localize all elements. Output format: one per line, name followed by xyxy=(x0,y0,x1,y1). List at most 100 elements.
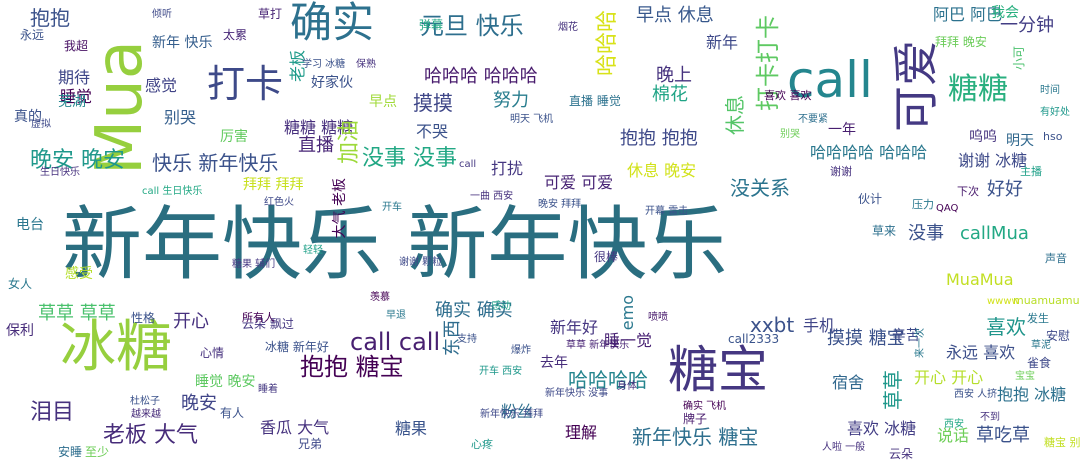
cloud-word: 说话 xyxy=(937,426,970,445)
cloud-word: 下次 xyxy=(957,185,979,198)
cloud-word: 晚上 xyxy=(656,65,692,86)
cloud-word: 身体 xyxy=(617,381,637,392)
cloud-word: 老板 大气 xyxy=(103,423,198,448)
cloud-word: 睡着 xyxy=(258,384,278,395)
cloud-word: 草吃草 xyxy=(976,425,1030,446)
cloud-word: 糖宝 别哭 xyxy=(1044,436,1080,449)
cloud-word: 手机 xyxy=(803,316,836,335)
cloud-word: 早点 休息 xyxy=(636,5,714,26)
cloud-word: 打卡 xyxy=(207,62,284,106)
cloud-word: 抱抱 xyxy=(30,6,70,30)
cloud-word: 睡觉 xyxy=(60,87,93,106)
cloud-word: 喷喷 xyxy=(648,312,668,323)
cloud-word: 宝宝 xyxy=(1015,371,1035,382)
cloud-word: emo xyxy=(618,295,637,331)
cloud-word: 可爱 xyxy=(889,40,943,132)
cloud-word: 喜欢 喜欢 xyxy=(764,89,812,102)
cloud-word: 感动 xyxy=(491,301,511,312)
cloud-word: 睡觉 晚安 xyxy=(195,374,256,390)
cloud-word: MuaMua xyxy=(946,270,1014,289)
cloud-word: 喜欢 冰糖 xyxy=(847,419,917,438)
cloud-word: 新年 快乐 xyxy=(152,35,213,51)
cloud-word: 辛苦 xyxy=(892,328,920,344)
cloud-word: 糖糖 xyxy=(948,72,1008,107)
cloud-word: 宿舍 xyxy=(832,373,865,392)
cloud-word: 女人 xyxy=(8,277,33,291)
cloud-word: 不到 xyxy=(980,412,1000,423)
cloud-word: 睡一觉 xyxy=(604,331,653,350)
cloud-word: 快乐 新年快乐 xyxy=(152,151,279,175)
cloud-word: 早退 xyxy=(386,310,406,321)
cloud-word: 一曲 西安 xyxy=(470,191,514,202)
cloud-word: 草来 xyxy=(872,224,897,238)
cloud-word: 保利 xyxy=(6,323,34,339)
cloud-word: 新年 xyxy=(706,33,739,52)
cloud-word: 晚安 拜拜 xyxy=(538,199,582,210)
cloud-word: 新年快乐 新年快乐 xyxy=(62,198,728,291)
cloud-word: 兄弟 xyxy=(298,437,323,451)
cloud-word: muamuamua xyxy=(1013,294,1080,307)
cloud-word: 新年快乐 糖宝 xyxy=(632,425,759,449)
cloud-word: 保熟 xyxy=(356,59,376,70)
cloud-word: 糖糖 糖糖 xyxy=(284,118,354,137)
cloud-word: 拜拜 晚安 xyxy=(935,35,987,49)
cloud-word: 草草 草草 xyxy=(38,303,116,324)
cloud-word: 糖宝 xyxy=(668,341,768,399)
cloud-word: 云朵 飘过 xyxy=(242,317,294,331)
cloud-word: 明天 xyxy=(1006,133,1034,149)
cloud-word: 开车 西安 xyxy=(479,366,523,377)
cloud-word: 抱抱 抱抱 xyxy=(620,128,698,149)
cloud-word: 弹幕 xyxy=(419,18,444,32)
cloud-word: 小可 xyxy=(1012,46,1026,71)
cloud-word: 没事 没事 xyxy=(362,146,457,171)
cloud-word: 糖果 辅们 xyxy=(232,259,276,270)
cloud-word: 冰糖 新年好 xyxy=(265,340,329,354)
cloud-word: 草草 新年快乐 xyxy=(566,340,630,351)
cloud-word: 西安 人挤 xyxy=(954,389,998,400)
cloud-word: 糖果 xyxy=(395,419,428,438)
cloud-word: 香瓜 大气 xyxy=(260,418,330,437)
cloud-word: callMua xyxy=(960,223,1029,244)
cloud-word: 越来越 xyxy=(131,409,161,420)
cloud-word: 休息 xyxy=(723,95,747,135)
cloud-word: 早点 xyxy=(369,94,397,110)
cloud-word: 感受 xyxy=(65,266,93,282)
cloud-word: 去年 xyxy=(540,355,568,371)
cloud-word: 喜欢 xyxy=(986,315,1026,339)
cloud-word: 很棒 xyxy=(594,250,619,264)
cloud-word: 生日快乐 xyxy=(40,167,80,178)
cloud-word: 真的 xyxy=(14,109,42,125)
cloud-word: 谢谢 xyxy=(830,165,852,178)
cloud-word: 哈哈哈 哈哈哈 xyxy=(424,66,538,87)
cloud-word: 开车 xyxy=(382,202,402,213)
cloud-word: 理解 xyxy=(565,423,598,442)
cloud-word: 一分钟 xyxy=(1000,15,1054,36)
cloud-word: xxbt xyxy=(750,313,795,337)
cloud-word: 哈哈哈哈 xyxy=(568,368,648,392)
cloud-word: 确实 xyxy=(290,0,375,47)
cloud-word: 不要紧 xyxy=(798,114,828,125)
cloud-word: 期待 xyxy=(58,68,91,87)
cloud-word: 新年快乐 没事 xyxy=(545,388,609,399)
cloud-word: 阿巴 阿巴 xyxy=(933,5,1003,24)
cloud-word: 大气 老板 xyxy=(332,178,348,239)
cloud-word: 呜呜 xyxy=(969,129,997,145)
cloud-word: 倾听 xyxy=(152,9,172,20)
cloud-word: 心疼 xyxy=(471,438,493,451)
cloud-word: 开心 开心 xyxy=(914,368,984,387)
cloud-word: 至少 xyxy=(85,445,110,459)
cloud-word: 明天 飞机 xyxy=(510,114,554,125)
cloud-word: call2333 xyxy=(728,332,780,346)
cloud-word: 学习 冰糖 xyxy=(302,59,346,70)
cloud-word: 冰糖 xyxy=(60,315,172,380)
cloud-word: 摸摸 糖宝 xyxy=(827,328,905,349)
cloud-word: 所有人 xyxy=(242,311,275,324)
cloud-word: 永远 xyxy=(20,28,45,42)
cloud-word: call call xyxy=(350,328,441,356)
cloud-word: 努力 xyxy=(493,90,529,111)
cloud-word: 好家伙 xyxy=(311,75,353,91)
cloud-word: 芜湖 xyxy=(58,94,86,110)
cloud-word: 来一次 xyxy=(915,328,926,358)
cloud-word: hso xyxy=(1043,130,1063,143)
cloud-word: 红色火 xyxy=(264,197,294,208)
